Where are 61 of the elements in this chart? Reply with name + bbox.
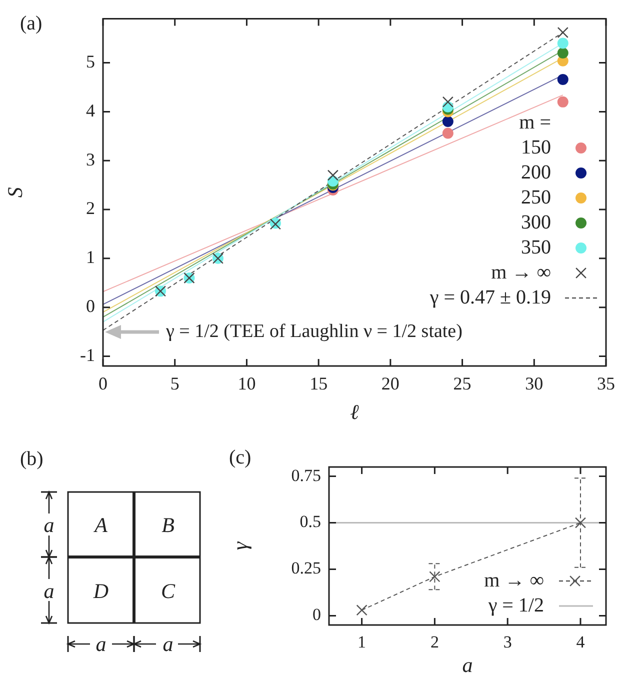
y-axis-title: γ	[228, 541, 252, 550]
legend-label: m → ∞	[491, 261, 551, 284]
legend-label: m → ∞	[484, 569, 544, 592]
point	[557, 38, 568, 49]
text: a	[162, 632, 174, 656]
y-tick-label: 0.25	[291, 558, 321, 578]
x-axis-title: ℓ	[350, 400, 360, 424]
y-tick-label: 5	[86, 52, 95, 72]
text: B	[162, 513, 175, 537]
y-tick-label: 4	[86, 100, 95, 120]
legend-label: 150	[521, 136, 551, 158]
point	[557, 48, 568, 59]
text: D	[92, 579, 109, 603]
point	[557, 96, 568, 108]
y-axis-title: S	[3, 186, 28, 198]
text: a	[44, 513, 54, 537]
text: C	[160, 579, 176, 603]
point	[327, 170, 338, 181]
annotation: γ = 1/2 (TEE of Laughlin ν = 1/2 state)	[165, 320, 462, 342]
x-axis-title: a	[462, 652, 473, 677]
legend-label: 350	[521, 236, 551, 258]
x-tick-label: 30	[525, 374, 544, 394]
y-tick-label: 0	[312, 605, 321, 624]
legend-label: 250	[521, 186, 551, 208]
point	[557, 26, 568, 38]
y-tick-label: 3	[86, 149, 95, 170]
y-tick-label: 2	[86, 198, 95, 218]
point	[442, 96, 454, 108]
x-tick-label: 10	[238, 374, 256, 394]
point	[442, 128, 454, 139]
x-tick-label: 0	[98, 374, 108, 394]
x-tick-label: 35	[597, 374, 615, 394]
legend-title: m =	[519, 111, 551, 134]
x-tick-label: 15	[310, 374, 328, 394]
legend-label: γ = 1/2	[487, 594, 544, 616]
x-tick-label: 5	[170, 374, 180, 394]
legend-label: γ = 0.47 ± 0.19	[428, 286, 551, 308]
chart-title: (a)	[20, 12, 42, 34]
point	[356, 604, 368, 616]
x-tick-label: 1	[358, 632, 366, 652]
legend-label: 200	[521, 161, 551, 184]
text: a	[96, 632, 106, 656]
text: a	[44, 579, 54, 603]
x-tick-label: 4	[576, 632, 586, 652]
x-tick-label: 3	[503, 632, 512, 652]
y-tick-label: 0.75	[291, 466, 321, 485]
x-tick-label: 25	[453, 374, 472, 394]
chart-title: (c)	[229, 446, 252, 468]
text: (b)	[20, 448, 44, 470]
text: A	[92, 513, 108, 537]
legend-label: 300	[521, 211, 551, 234]
y-tick-label: 0	[86, 296, 95, 316]
y-tick-label: 0.5	[300, 512, 321, 532]
point	[442, 116, 454, 127]
point	[429, 571, 440, 582]
point	[574, 517, 586, 528]
x-tick-label: 20	[381, 374, 400, 394]
y-tick-label: 1	[86, 247, 95, 268]
y-tick-label: -1	[80, 344, 95, 365]
point	[557, 74, 568, 85]
x-tick-label: 2	[430, 632, 439, 652]
